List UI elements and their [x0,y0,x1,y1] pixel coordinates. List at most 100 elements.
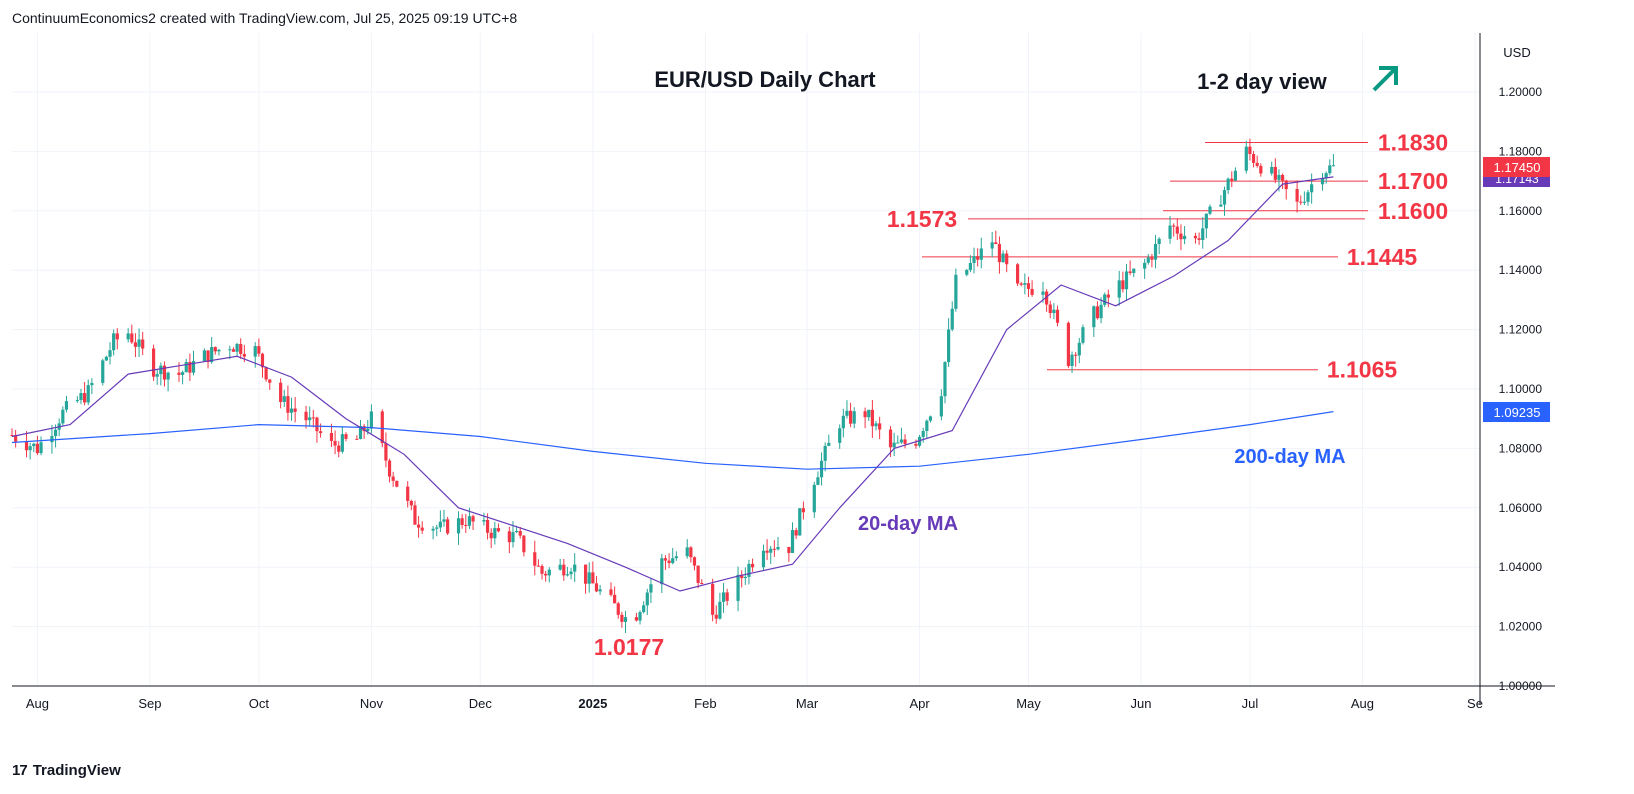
candle [870,399,874,438]
candle [344,432,348,442]
candle [264,366,268,382]
candle [1124,263,1129,301]
candle [1048,300,1052,319]
candle [711,578,715,622]
tradingview-footer[interactable]: 17 TradingView [12,762,121,779]
candle [83,382,87,406]
ma200-label: 200-day MA [1234,446,1345,468]
level-label: 1.1573 [887,206,957,232]
candle [1150,253,1154,268]
low-label: 1.0177 [594,634,664,660]
candle [740,570,744,588]
candle [1306,189,1310,206]
time-tick-label: Jul [1242,696,1259,711]
candle [1328,159,1332,176]
candle [406,481,410,508]
candle [1066,321,1071,369]
svg-text:1.17450: 1.17450 [1494,160,1541,175]
candle [35,435,40,455]
time-tick-label: Aug [1351,696,1374,711]
candle [671,547,675,565]
candle [743,567,747,585]
candle [1280,173,1285,189]
view-label: 1-2 day view [1197,69,1328,94]
candle [562,558,566,581]
candle [1143,258,1147,279]
candle [1074,352,1078,367]
ma20-label: 20-day MA [858,513,958,535]
candle [304,405,308,429]
candle [547,567,551,583]
candle [558,558,562,571]
candle [369,404,373,434]
candle [438,510,442,532]
candle [464,514,468,534]
candle [61,406,65,426]
candle [947,318,951,367]
candle [1081,324,1085,345]
candle [1092,305,1096,337]
candle [112,329,116,356]
candle [260,352,265,378]
candle [1270,161,1274,176]
candle [496,523,501,533]
candle [1230,171,1234,188]
candle [540,564,544,580]
candle [446,516,450,536]
candle [493,521,497,545]
candle [536,559,540,567]
candle [362,423,366,439]
candle [1095,301,1100,320]
candle [765,539,769,561]
candle [358,419,363,440]
candle [166,371,170,392]
candle [1146,254,1150,265]
last-price-tag: 1.17450 [1483,157,1550,177]
candle [1019,281,1023,287]
candle [801,501,805,520]
level-label: 1.1700 [1378,168,1448,194]
time-tick-label: Se [1467,696,1483,711]
candle [721,582,726,613]
price-tick-label: 1.10000 [1499,382,1543,396]
candle [613,586,617,604]
grid-lines [12,33,1480,687]
candle [308,406,312,427]
candle [1179,224,1183,251]
candle [1226,177,1230,194]
candle [863,407,867,429]
time-tick-label: Nov [360,696,384,711]
candle [972,247,976,274]
candle [333,430,337,455]
candle [210,337,214,364]
candle [1157,237,1161,255]
time-tick-label: Aug [26,696,49,711]
chart-title: EUR/USD Daily Chart [654,67,876,92]
candle [337,441,341,458]
candle [841,408,845,438]
candle [1182,226,1187,245]
candle [1030,280,1034,297]
candle [420,521,424,534]
candle [431,526,435,540]
candle [471,514,475,530]
candle [1077,337,1081,364]
candle [533,540,537,576]
candle [409,499,413,511]
chart-attribution: ContinuumEconomics2 created with Trading… [12,10,518,26]
candle [925,419,929,440]
candle [391,471,395,487]
candle [159,362,163,386]
price-tick-label: 1.20000 [1499,85,1543,99]
candle [1001,250,1005,263]
candle [649,578,653,604]
candle [507,526,511,554]
candle [311,409,315,428]
level-label: 1.1600 [1378,198,1448,224]
candle [318,423,323,438]
candle [692,556,697,571]
candle [565,566,570,577]
candle [1005,250,1009,273]
candle [1219,195,1223,207]
